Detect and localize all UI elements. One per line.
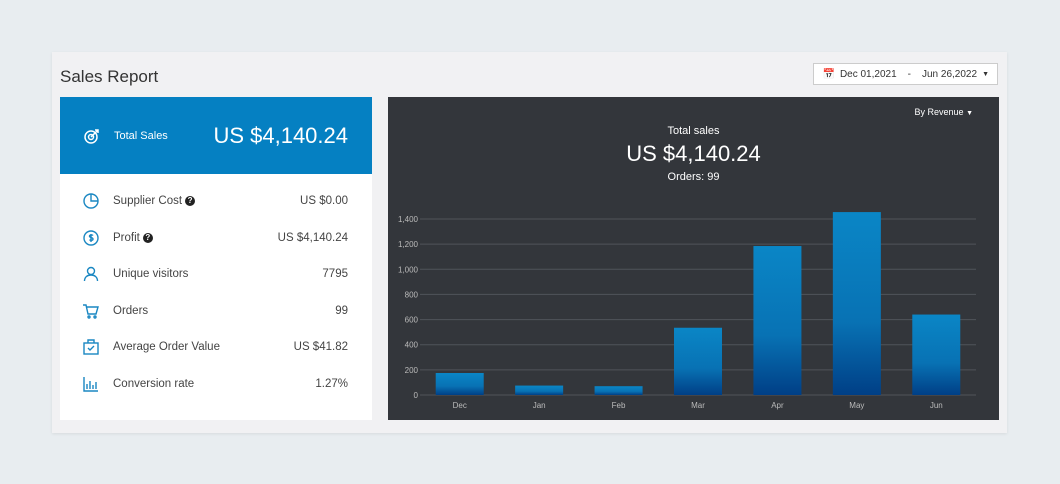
x-tick-label: Jun	[930, 401, 943, 410]
bar-jan	[515, 385, 564, 395]
metric-row: Average Order Value US $41.82	[82, 338, 348, 356]
bar-dec	[435, 373, 484, 395]
metric-label: Supplier Cost?	[113, 195, 300, 207]
y-tick-label: 400	[405, 341, 419, 350]
date-end: Jun 26,2022	[922, 68, 978, 80]
metric-label-text: Average Order Value	[113, 341, 220, 353]
bar-may	[832, 212, 881, 395]
selector-label: By Revenue	[914, 107, 964, 117]
total-sales-label: Total Sales	[114, 129, 168, 142]
chart-panel: By Revenue ▼ Total sales US $4,140.24 Or…	[388, 97, 999, 420]
x-tick-label: Jan	[533, 401, 546, 410]
user-icon	[83, 266, 99, 282]
metric-value: US $0.00	[300, 195, 348, 207]
sales-report-card: Sales Report 📅 Dec 01,2021 - Jun 26,2022…	[52, 52, 1007, 433]
bar-chart: 0 200 400 600 800 1,000 1,200 1,400 Dec Jan Feb Mar…	[398, 212, 976, 410]
cart-icon	[83, 303, 99, 319]
y-tick-label: 800	[405, 290, 419, 299]
metric-label: Orders	[113, 305, 335, 317]
bar-mar	[674, 327, 722, 395]
x-tick-label: Mar	[691, 401, 705, 410]
metric-label-text: Conversion rate	[113, 377, 195, 390]
bar-feb	[594, 386, 643, 395]
metric-row: Supplier Cost? US $0.00	[82, 192, 348, 210]
calendar-icon: 📅	[822, 68, 835, 80]
metric-row: Conversion rate 1.27%	[82, 375, 348, 393]
x-tick-label: May	[849, 401, 864, 410]
metric-label-text: Unique visitors	[113, 268, 189, 280]
metric-label-text: Orders	[113, 304, 149, 317]
bar-apr	[753, 246, 802, 395]
metric-label: Conversion rate	[113, 378, 315, 390]
x-tick-label: Dec	[453, 401, 467, 410]
x-tick-label: Apr	[771, 401, 784, 410]
y-tick-label: 1,000	[398, 265, 419, 274]
metric-label: Average Order Value	[113, 341, 294, 353]
y-tick-label: 1,200	[398, 240, 419, 249]
date-separator: -	[907, 68, 911, 80]
metric-label: Unique visitors	[113, 268, 322, 280]
metric-value: US $4,140.24	[277, 231, 348, 244]
y-tick-label: 600	[405, 316, 419, 325]
metric-label-text: Supplier Cost	[113, 195, 183, 207]
chart-orders: Orders: 99	[667, 171, 720, 183]
metric-value: 99	[335, 304, 348, 317]
bar-jun	[912, 314, 961, 395]
date-start: Dec 01,2021	[839, 68, 897, 80]
y-tick-label: 0	[414, 391, 419, 400]
metric-value: 1.27%	[315, 377, 348, 390]
total-sales-banner: Total Sales US $4,140.24	[60, 97, 372, 174]
y-tick-label: 200	[405, 366, 419, 375]
metric-row: Orders 99	[82, 302, 348, 320]
dollar-icon	[83, 229, 99, 246]
metric-row: Unique visitors 7795	[82, 265, 348, 283]
caret-down-icon: ▼	[966, 110, 973, 117]
metric-label: Profit?	[113, 232, 278, 244]
chart-title: Total sales	[667, 125, 720, 137]
revenue-selector[interactable]: By Revenue ▼	[915, 107, 973, 117]
total-sales-value: US $4,140.24	[213, 122, 348, 148]
pie-icon	[83, 193, 99, 209]
caret-down-icon: ▼	[982, 70, 989, 78]
x-tick-label: Feb	[612, 401, 626, 410]
help-icon[interactable]: ?	[185, 196, 196, 206]
metric-row: Profit? US $4,140.24	[82, 229, 348, 247]
metric-value: 7795	[322, 268, 348, 280]
y-tick-label: 1,400	[398, 215, 419, 224]
metric-value: US $41.82	[293, 341, 348, 353]
metrics-panel: Total Sales US $4,140.24 Supplier Cost? …	[60, 97, 372, 420]
target-icon	[84, 128, 99, 144]
bag-icon	[83, 339, 99, 355]
date-range-picker[interactable]: 📅 Dec 01,2021 - Jun 26,2022 ▼	[813, 63, 998, 85]
page-title: Sales Report	[60, 67, 159, 86]
chart-total: US $4,140.24	[626, 141, 761, 166]
help-icon[interactable]: ?	[142, 232, 153, 243]
bar-chart-icon	[83, 376, 98, 392]
metric-label-text: Profit	[113, 231, 140, 244]
